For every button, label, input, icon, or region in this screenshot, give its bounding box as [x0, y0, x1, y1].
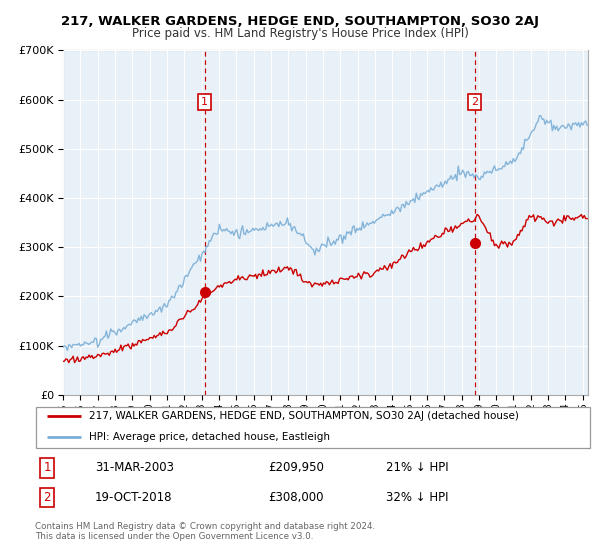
Text: HPI: Average price, detached house, Eastleigh: HPI: Average price, detached house, East… [89, 432, 330, 442]
Text: £308,000: £308,000 [269, 491, 324, 504]
Text: 1: 1 [43, 461, 51, 474]
Text: 2: 2 [471, 97, 478, 107]
Text: 21% ↓ HPI: 21% ↓ HPI [386, 461, 449, 474]
Text: Price paid vs. HM Land Registry's House Price Index (HPI): Price paid vs. HM Land Registry's House … [131, 27, 469, 40]
FancyBboxPatch shape [36, 407, 590, 449]
Text: 32% ↓ HPI: 32% ↓ HPI [386, 491, 449, 504]
Text: 2: 2 [43, 491, 51, 504]
Text: 19-OCT-2018: 19-OCT-2018 [95, 491, 172, 504]
Text: Contains HM Land Registry data © Crown copyright and database right 2024.
This d: Contains HM Land Registry data © Crown c… [35, 522, 375, 542]
Text: £209,950: £209,950 [269, 461, 325, 474]
Text: 31-MAR-2003: 31-MAR-2003 [95, 461, 174, 474]
Text: 1: 1 [201, 97, 208, 107]
Text: 217, WALKER GARDENS, HEDGE END, SOUTHAMPTON, SO30 2AJ: 217, WALKER GARDENS, HEDGE END, SOUTHAMP… [61, 15, 539, 28]
Text: 217, WALKER GARDENS, HEDGE END, SOUTHAMPTON, SO30 2AJ (detached house): 217, WALKER GARDENS, HEDGE END, SOUTHAMP… [89, 411, 519, 421]
